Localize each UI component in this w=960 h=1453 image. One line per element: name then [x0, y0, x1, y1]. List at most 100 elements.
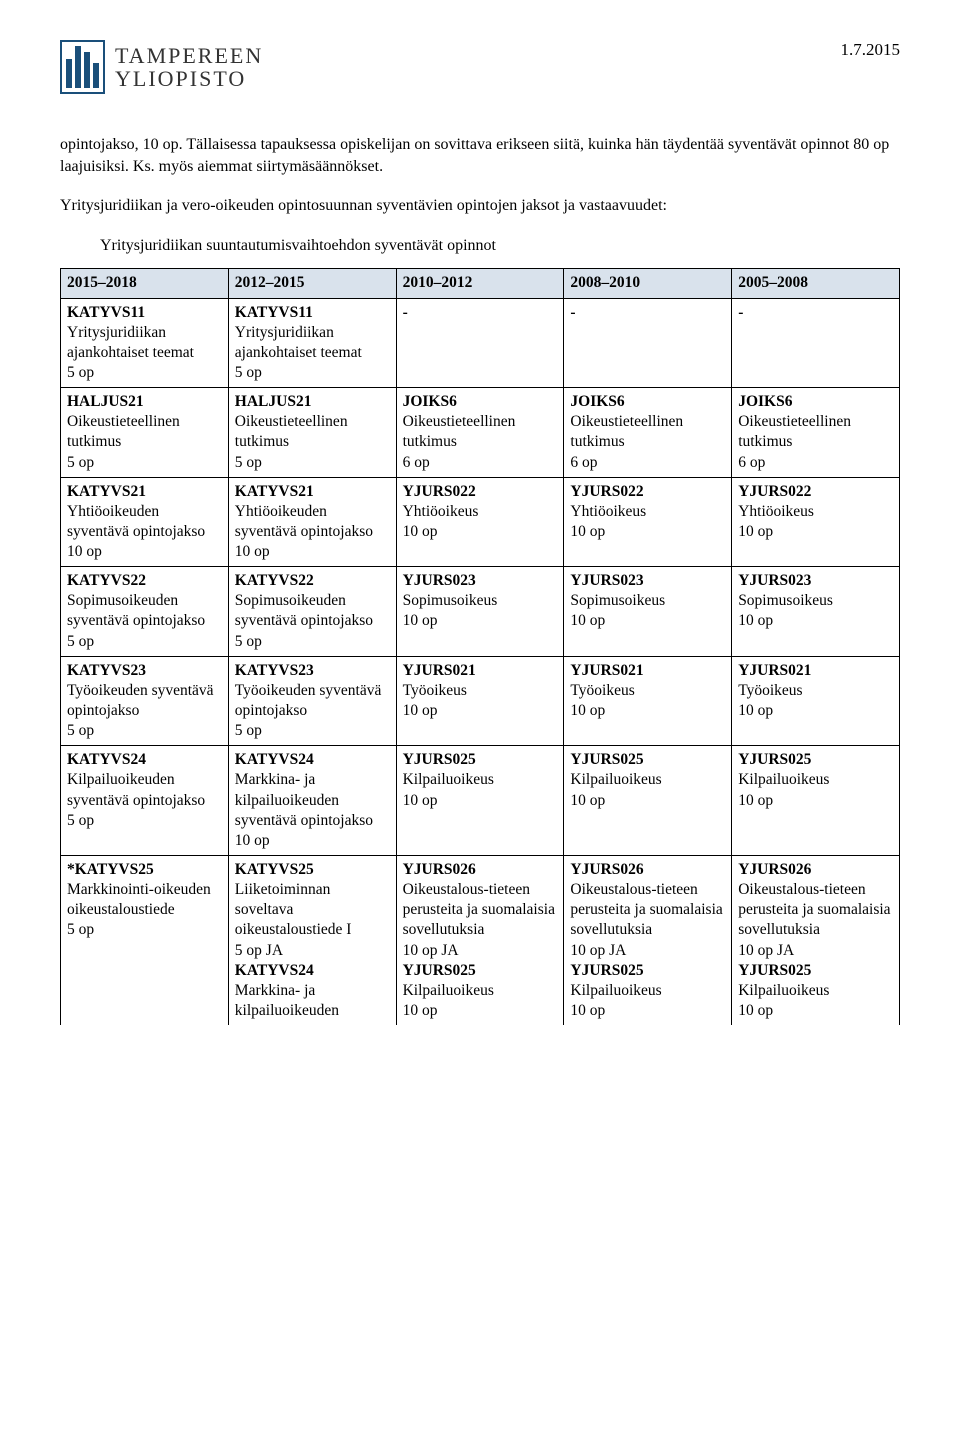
- course-desc: Yritysjuridiikan ajankohtaiset teemat5 o…: [235, 324, 362, 381]
- table-cell: YJURS025 Kilpailuoikeus10 op: [564, 746, 732, 856]
- course-desc: Työoikeus10 op: [403, 682, 467, 719]
- table-cell: KATYVS24 Markkina- ja kilpailuoikeuden sy…: [228, 746, 396, 856]
- course-code: YJURS025: [738, 751, 811, 768]
- org-name-line1: TAMPEREEN: [115, 44, 263, 67]
- course-desc: Yhtiöoikeus10 op: [403, 503, 479, 540]
- course-code: YJURS026: [403, 861, 476, 878]
- table-cell: KATYVS23 Työoikeuden syventävä opintojaks…: [61, 656, 229, 746]
- course-code: YJURS026: [738, 861, 811, 878]
- course-desc: Markkina- ja kilpailuoikeuden syventävä …: [235, 771, 373, 848]
- table-cell: YJURS023 Sopimusoikeus10 op: [732, 567, 900, 657]
- course-code: YJURS021: [570, 662, 643, 679]
- table-cell: HALJUS21 Oikeustieteellinen tutkimus5 op: [228, 388, 396, 478]
- course-code: JOIKS6: [403, 393, 457, 410]
- course-desc: Liiketoiminnan soveltava oikeustaloustie…: [235, 881, 352, 958]
- col-header: 2008–2010: [564, 269, 732, 298]
- table-cell: YJURS021Työoikeus10 op: [732, 656, 900, 746]
- table-cell: YJURS021 Työoikeus10 op: [564, 656, 732, 746]
- table-row: KATYVS23 Työoikeuden syventävä opintojaks…: [61, 656, 900, 746]
- course-code: KATYVS24: [67, 751, 146, 768]
- course-desc: Yhtiöoikeus10 op: [570, 503, 646, 540]
- course-code: JOIKS6: [738, 393, 792, 410]
- course-code: YJURS021: [738, 662, 811, 679]
- page-header: TAMPEREEN YLIOPISTO 1.7.2015: [60, 40, 900, 94]
- table-cell: KATYVS22 Sopimusoikeuden syventävä opinto…: [61, 567, 229, 657]
- course-code: YJURS025: [570, 751, 643, 768]
- course-desc: Kilpailuoikeus10 op: [570, 982, 661, 1019]
- course-desc: Työoikeus10 op: [570, 682, 634, 719]
- course-desc: Kilpailuoikeus10 op: [403, 982, 494, 1019]
- course-desc: Työoikeuden syventävä opintojakso5 op: [235, 682, 382, 739]
- table-cell: -: [564, 298, 732, 388]
- col-header: 2005–2008: [732, 269, 900, 298]
- course-desc: Oikeustalous-tieteen perusteita ja suoma…: [738, 881, 890, 958]
- table-cell: YJURS023Sopimusoikeus10 op: [564, 567, 732, 657]
- table-cell: YJURS025 Kilpailuoikeus10 op: [396, 746, 564, 856]
- table-cell: KATYVS11Yritysjuridiikan ajankohtaiset t…: [228, 298, 396, 388]
- course-desc: Sopimusoikeus10 op: [738, 592, 833, 629]
- course-desc: Kilpailuoikeus10 op: [403, 771, 494, 808]
- course-code: KATYVS23: [67, 662, 146, 679]
- course-desc: Kilpailuoikeuden syventävä opintojakso5 …: [67, 771, 205, 828]
- equivalence-table: 2015–2018 2012–2015 2010–2012 2008–2010 …: [60, 268, 900, 1025]
- course-code: KATYVS24: [235, 751, 314, 768]
- course-code: KATYVS23: [235, 662, 314, 679]
- course-desc: Oikeustieteellinen tutkimus6 op: [403, 413, 516, 470]
- course-code: YJURS022: [570, 483, 643, 500]
- sub-intro: Yritysjuridiikan suuntautumisvaihtoehdon…: [100, 235, 900, 257]
- course-code: YJURS025: [570, 962, 643, 979]
- table-cell: YJURS022 Yhtiöoikeus10 op: [732, 477, 900, 567]
- table-row: KATYVS11 Yritysjuridiikan ajankohtaiset t…: [61, 298, 900, 388]
- course-code: KATYVS22: [235, 572, 314, 589]
- course-code: YJURS023: [738, 572, 811, 589]
- course-desc: Oikeustieteellinen tutkimus5 op: [235, 413, 348, 470]
- table-cell: KATYVS23 Työoikeuden syventävä opintojaks…: [228, 656, 396, 746]
- course-code: KATYVS25: [235, 861, 314, 878]
- course-code: YJURS021: [403, 662, 476, 679]
- course-code: YJURS022: [738, 483, 811, 500]
- table-cell: *KATYVS25Markkinointi-oikeuden oikeustal…: [61, 856, 229, 1026]
- course-desc: Työoikeuden syventävä opintojakso5 op: [67, 682, 214, 739]
- course-desc: Sopimusoikeuden syventävä opintojakso5 o…: [67, 592, 205, 649]
- course-code: YJURS025: [403, 962, 476, 979]
- table-row: KATYVS21 Yhtiöoikeuden syventävä opintoja…: [61, 477, 900, 567]
- table-cell: YJURS026Oikeustalous-tieteen perusteita …: [564, 856, 732, 1026]
- course-code: JOIKS6: [570, 393, 624, 410]
- table-cell: YJURS021 Työoikeus10 op: [396, 656, 564, 746]
- table-cell: KATYVS11Yritysjuridiikan ajankohtaiset t…: [61, 298, 229, 388]
- course-code: -: [403, 304, 408, 321]
- course-code: KATYVS21: [67, 483, 146, 500]
- table-row: *KATYVS25Markkinointi-oikeuden oikeustal…: [61, 856, 900, 1026]
- course-desc: Sopimusoikeuden syventävä opintojakso5 o…: [235, 592, 373, 649]
- course-desc: Kilpailuoikeus10 op: [570, 771, 661, 808]
- section-intro: Yritysjuridiikan ja vero-oikeuden opinto…: [60, 195, 900, 217]
- course-desc: Yhtiöoikeuden syventävä opintojakso10 op: [67, 503, 205, 560]
- course-code: KATYVS21: [235, 483, 314, 500]
- course-desc: Oikeustieteellinen tutkimus6 op: [570, 413, 683, 470]
- table-cell: KATYVS22 Sopimusoikeuden syventävä opinto…: [228, 567, 396, 657]
- course-desc: Sopimusoikeus10 op: [403, 592, 498, 629]
- course-code: -: [570, 304, 575, 321]
- course-desc: Oikeustieteellinen tutkimus5 op: [67, 413, 180, 470]
- course-code: YJURS022: [403, 483, 476, 500]
- course-desc: Yhtiöoikeuden syventävä opintojakso10 op: [235, 503, 373, 560]
- course-code: YJURS025: [738, 962, 811, 979]
- course-desc: Markkinointi-oikeuden oikeustaloustiede5…: [67, 881, 211, 938]
- course-code: YJURS025: [403, 751, 476, 768]
- course-desc: Yhtiöoikeus10 op: [738, 503, 814, 540]
- org-name: TAMPEREEN YLIOPISTO: [115, 44, 263, 90]
- course-code: KATYVS11: [67, 304, 145, 321]
- course-code: KATYVS22: [67, 572, 146, 589]
- table-cell: YJURS025Kilpailuoikeus10 op: [732, 746, 900, 856]
- course-code: -: [738, 304, 743, 321]
- table-cell: KATYVS21 Yhtiöoikeuden syventävä opintoja…: [61, 477, 229, 567]
- course-code: HALJUS21: [235, 393, 312, 410]
- course-desc: Markkina- ja kilpailuoikeuden: [235, 982, 339, 1019]
- course-desc: Oikeustalous-tieteen perusteita ja suoma…: [570, 881, 722, 958]
- course-code: HALJUS21: [67, 393, 144, 410]
- logo-mark-icon: [60, 40, 105, 94]
- table-cell: JOIKS6Oikeustieteellinen tutkimus6 op: [732, 388, 900, 478]
- course-code: YJURS023: [570, 572, 643, 589]
- org-name-line2: YLIOPISTO: [115, 67, 263, 90]
- org-logo: TAMPEREEN YLIOPISTO: [60, 40, 263, 94]
